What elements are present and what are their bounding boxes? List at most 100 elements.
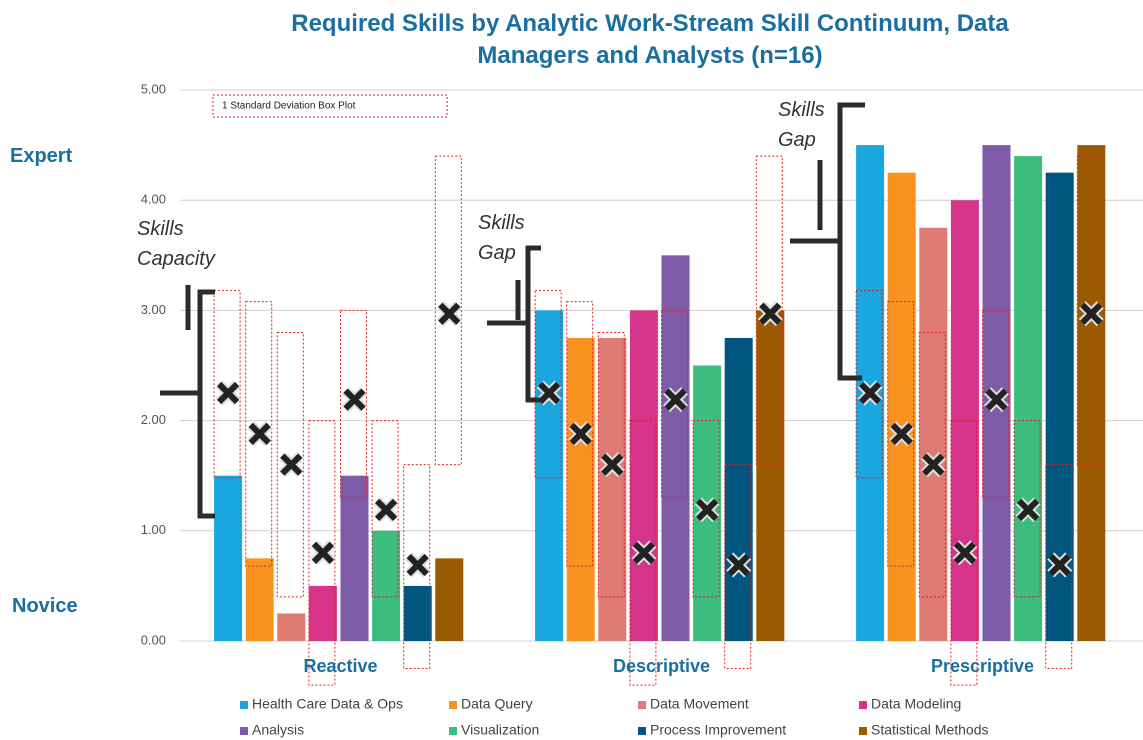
mean-marker-cross bbox=[664, 388, 687, 411]
sd-box bbox=[755, 155, 783, 466]
y-tick-label: 3.00 bbox=[141, 302, 166, 317]
mean-marker bbox=[310, 540, 336, 566]
expert-label: Expert bbox=[10, 145, 73, 167]
mean-marker-cross bbox=[759, 302, 782, 325]
y-tick-label: 2.00 bbox=[141, 412, 166, 427]
legend-label: Process Improvement bbox=[650, 722, 786, 738]
boxes bbox=[213, 155, 1104, 686]
sd-box bbox=[1076, 155, 1104, 466]
mean-marker bbox=[536, 380, 562, 406]
mean-marker bbox=[373, 497, 399, 523]
mean-marker bbox=[1078, 301, 1104, 327]
sd-box bbox=[629, 420, 657, 686]
bar bbox=[887, 172, 916, 641]
legend-swatch bbox=[240, 701, 248, 709]
sd-box bbox=[213, 290, 241, 479]
sd-box bbox=[276, 331, 304, 598]
y-tick-label: 1.00 bbox=[141, 522, 166, 537]
sd-box bbox=[308, 420, 336, 686]
mean-marker-cross bbox=[569, 422, 592, 445]
mean-marker-cross bbox=[727, 553, 750, 577]
mean-marker-cross bbox=[343, 388, 366, 411]
bar bbox=[661, 255, 690, 642]
mean-marker-cross bbox=[985, 388, 1008, 411]
bar bbox=[340, 475, 369, 641]
mean-marker bbox=[436, 301, 462, 327]
bar bbox=[435, 558, 464, 641]
sd-box bbox=[403, 464, 431, 670]
mean-marker bbox=[726, 552, 752, 578]
sd-box bbox=[724, 464, 752, 670]
mean-marker-cross bbox=[406, 553, 429, 577]
bar bbox=[403, 585, 432, 641]
box-legend-label: 1 Standard Deviation Box Plot bbox=[222, 101, 356, 112]
sd-box bbox=[434, 155, 462, 466]
mean-marker-cross bbox=[438, 302, 461, 325]
mean-marker-cross bbox=[1080, 302, 1103, 325]
mean-marker bbox=[694, 497, 720, 523]
mean-marker bbox=[1015, 497, 1041, 523]
mean-marker-cross bbox=[280, 453, 303, 476]
y-tick-label: 4.00 bbox=[141, 192, 166, 207]
mean-marker bbox=[889, 421, 915, 447]
bar bbox=[919, 227, 948, 641]
legend-swatch bbox=[638, 727, 646, 735]
novice-label: Novice bbox=[12, 595, 78, 617]
sd-box bbox=[534, 290, 562, 479]
mean-marker bbox=[278, 452, 304, 478]
legend-label: Data Modeling bbox=[871, 696, 961, 712]
mean-marker-cross bbox=[858, 381, 882, 405]
sd-box bbox=[887, 301, 915, 567]
mean-marker-cross bbox=[311, 541, 335, 564]
mean-marker bbox=[247, 421, 273, 447]
sd-box bbox=[661, 309, 688, 499]
legend-swatch bbox=[449, 701, 457, 709]
legend-label: Health Care Data & Ops bbox=[252, 696, 403, 712]
x-tick-label: Descriptive bbox=[613, 656, 710, 676]
brackets bbox=[160, 102, 865, 519]
bar bbox=[598, 337, 627, 641]
gap-bracket bbox=[487, 245, 541, 403]
legend-swatch bbox=[638, 701, 646, 709]
mean-marker-cross bbox=[1048, 553, 1071, 577]
sd-box bbox=[1045, 464, 1073, 670]
mean-marker-cross bbox=[922, 453, 945, 476]
sd-box bbox=[245, 301, 273, 567]
x-tick-label: Prescriptive bbox=[931, 656, 1034, 676]
mean-marker bbox=[215, 380, 241, 406]
sd-box bbox=[1013, 420, 1041, 598]
mean-marker bbox=[405, 552, 431, 578]
y-tick-label: 0.00 bbox=[141, 632, 166, 647]
legend-swatch bbox=[240, 727, 248, 735]
sd-box bbox=[918, 331, 946, 598]
legend-label: Analysis bbox=[252, 722, 304, 738]
mean-marker-cross bbox=[695, 498, 719, 521]
mean-marker-cross bbox=[374, 498, 398, 521]
bar bbox=[629, 310, 658, 641]
capacity-label: Skills Capacity bbox=[137, 218, 215, 270]
capacity-bracket bbox=[160, 285, 215, 519]
sd-box bbox=[566, 301, 594, 567]
mean-marker bbox=[631, 540, 657, 566]
legend-label: Data Query bbox=[461, 696, 533, 712]
mean-marker bbox=[952, 540, 978, 566]
mean-marker-cross bbox=[601, 453, 624, 476]
gap-label: Skills Gap bbox=[778, 99, 825, 151]
bar bbox=[308, 585, 337, 641]
mean-marker bbox=[1047, 552, 1073, 578]
bar bbox=[1014, 156, 1043, 641]
bar bbox=[1077, 145, 1106, 641]
legend-label: Data Movement bbox=[650, 696, 749, 712]
bar bbox=[756, 310, 785, 641]
mean-marker-cross bbox=[953, 541, 977, 564]
legend-swatch bbox=[449, 727, 457, 735]
mean-marker-cross bbox=[1016, 498, 1040, 521]
mean-marker bbox=[568, 421, 594, 447]
mean-marker bbox=[857, 380, 883, 406]
x-tick-label: Reactive bbox=[303, 656, 377, 676]
bar bbox=[277, 613, 306, 641]
mean-marker-cross bbox=[216, 381, 240, 405]
legend-swatch bbox=[859, 727, 867, 735]
